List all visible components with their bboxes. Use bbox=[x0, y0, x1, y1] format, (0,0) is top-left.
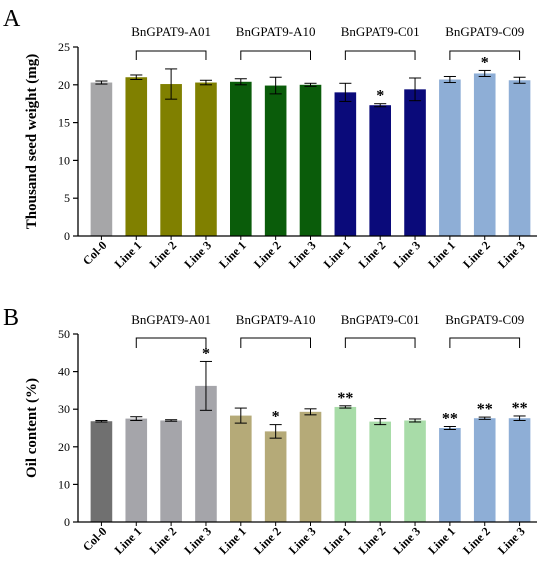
bar bbox=[439, 79, 461, 237]
y-tick-label: 50 bbox=[58, 327, 70, 341]
x-tick-label: Line 3 bbox=[286, 524, 319, 557]
bar bbox=[508, 418, 531, 522]
x-tick-label: Line 2 bbox=[146, 238, 179, 271]
x-tick-label: Line 2 bbox=[460, 524, 493, 557]
x-tick-label: Line 3 bbox=[286, 238, 319, 271]
significance-label: ** bbox=[442, 410, 458, 427]
bar bbox=[334, 406, 357, 522]
bar bbox=[473, 73, 496, 237]
bar bbox=[125, 77, 148, 237]
y-tick-label: 25 bbox=[58, 40, 70, 54]
y-tick-label: 10 bbox=[58, 153, 70, 167]
significance-label: ** bbox=[477, 401, 493, 418]
x-tick-label: Line 1 bbox=[321, 238, 354, 271]
group-bracket bbox=[135, 337, 207, 348]
group-label: BnGPAT9-C01 bbox=[341, 312, 420, 327]
group-label: BnGPAT9-A01 bbox=[131, 24, 211, 39]
y-tick-label: 10 bbox=[58, 477, 70, 491]
bar bbox=[404, 89, 426, 236]
panel-letter: B bbox=[3, 305, 19, 331]
significance-label: ** bbox=[512, 400, 528, 417]
y-axis-label: Oil content (%) bbox=[24, 378, 40, 478]
x-tick-label: Line 1 bbox=[321, 524, 354, 557]
bar bbox=[160, 84, 182, 236]
bar bbox=[334, 92, 357, 236]
x-tick-label: Line 3 bbox=[390, 238, 423, 271]
bar bbox=[508, 80, 531, 236]
y-tick-label: 0 bbox=[64, 515, 70, 529]
group-label: BnGPAT9-A10 bbox=[236, 312, 316, 327]
group-label: BnGPAT9-C09 bbox=[445, 312, 524, 327]
y-tick-label: 20 bbox=[58, 78, 70, 92]
bar bbox=[230, 415, 252, 522]
group-bracket bbox=[449, 50, 521, 60]
group-label: BnGPAT9-A10 bbox=[236, 24, 316, 39]
significance-label: * bbox=[376, 88, 384, 105]
y-tick-label: 20 bbox=[58, 440, 70, 454]
bar bbox=[90, 82, 113, 236]
x-tick-label: Line 1 bbox=[216, 524, 249, 557]
x-tick-label: Line 3 bbox=[495, 238, 528, 271]
group-bracket bbox=[240, 337, 311, 348]
x-tick-label: Line 2 bbox=[356, 238, 389, 271]
y-tick-label: 5 bbox=[64, 191, 70, 205]
group-bracket bbox=[449, 337, 521, 348]
group-bracket bbox=[240, 50, 311, 60]
x-tick-label: Line 1 bbox=[112, 238, 145, 271]
x-tick-label: Line 3 bbox=[181, 238, 214, 271]
bar bbox=[90, 421, 113, 522]
bar bbox=[264, 85, 287, 236]
group-label: BnGPAT9-C09 bbox=[445, 24, 524, 39]
bar bbox=[369, 105, 391, 236]
x-tick-label: Line 2 bbox=[356, 524, 389, 557]
y-axis-label: Thousand seed weight (mg) bbox=[24, 54, 40, 229]
group-label: BnGPAT9-C01 bbox=[341, 24, 420, 39]
bar bbox=[230, 81, 252, 236]
chart-panel-a: A Thousand seed weight (mg) * * 0 5 10 15 20 25 Co… bbox=[3, 6, 537, 271]
significance-label: * bbox=[272, 409, 280, 426]
group-label: BnGPAT9-A01 bbox=[131, 312, 211, 327]
y-tick-label: 0 bbox=[64, 229, 70, 243]
x-tick-label: Line 1 bbox=[112, 524, 145, 557]
y-tick-label: 15 bbox=[58, 116, 70, 130]
x-tick-label: Line 2 bbox=[251, 238, 284, 271]
x-tick-label: Line 1 bbox=[216, 238, 249, 271]
bar bbox=[125, 418, 148, 522]
bar bbox=[473, 418, 496, 522]
x-tick-label: Col-0 bbox=[80, 238, 110, 268]
group-bracket bbox=[344, 50, 416, 60]
bar bbox=[369, 421, 391, 522]
y-tick-label: 40 bbox=[58, 365, 70, 379]
x-tick-label: Line 3 bbox=[390, 524, 423, 557]
significance-label: ** bbox=[337, 390, 353, 407]
bar bbox=[160, 420, 182, 522]
x-tick-label: Line 2 bbox=[460, 238, 493, 271]
panel-letter: A bbox=[3, 6, 21, 32]
bar bbox=[439, 428, 461, 522]
x-tick-label: Line 1 bbox=[425, 238, 458, 271]
bar bbox=[195, 385, 217, 522]
bar bbox=[195, 82, 217, 236]
x-tick-label: Line 2 bbox=[251, 524, 284, 557]
group-bracket bbox=[344, 337, 416, 348]
x-tick-label: Line 3 bbox=[181, 524, 214, 557]
significance-label: * bbox=[202, 345, 210, 362]
significance-label: * bbox=[481, 54, 489, 71]
bar bbox=[299, 84, 322, 236]
group-bracket bbox=[135, 50, 207, 60]
x-tick-label: Col-0 bbox=[80, 524, 110, 554]
bar bbox=[404, 420, 426, 522]
x-tick-label: Line 2 bbox=[146, 524, 179, 557]
bar bbox=[299, 411, 322, 522]
bar bbox=[264, 431, 287, 522]
x-tick-label: Line 3 bbox=[495, 524, 528, 557]
y-tick-label: 30 bbox=[58, 402, 70, 416]
x-tick-label: Line 1 bbox=[425, 524, 458, 557]
